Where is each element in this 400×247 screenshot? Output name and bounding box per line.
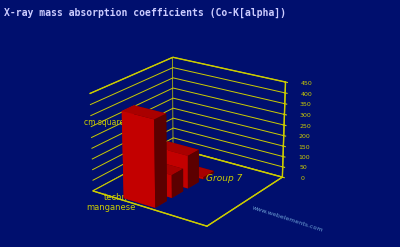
Text: www.webelements.com: www.webelements.com: [252, 206, 324, 233]
Text: X-ray mass absorption coefficients (Co-K[alpha]): X-ray mass absorption coefficients (Co-K…: [4, 7, 286, 18]
